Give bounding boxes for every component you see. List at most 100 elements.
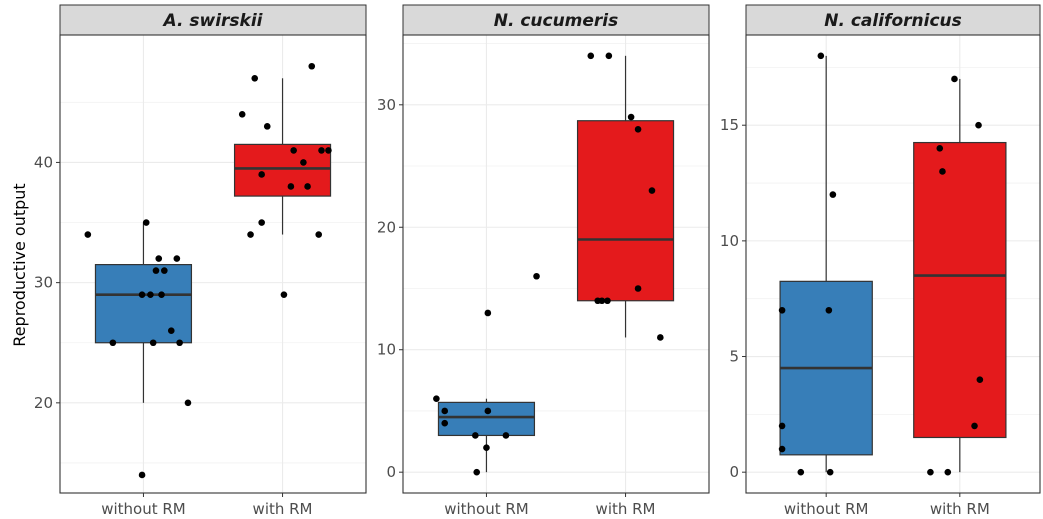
data-point — [605, 52, 613, 60]
y-tick-label: 10 — [377, 341, 396, 359]
data-point — [944, 468, 952, 476]
data-point — [634, 125, 642, 133]
data-point — [473, 468, 481, 476]
data-point — [258, 171, 265, 178]
panel-border — [402, 34, 710, 494]
box-body — [576, 120, 675, 302]
data-point — [149, 339, 157, 347]
data-point — [604, 297, 611, 305]
data-point — [533, 272, 540, 280]
x-tick-label: without RM — [101, 500, 186, 518]
facet-strip-label: N. californicus — [824, 11, 962, 31]
data-point — [138, 291, 146, 298]
data-point — [648, 187, 656, 194]
data-point — [975, 121, 982, 129]
data-point — [502, 432, 510, 439]
data-point — [315, 231, 323, 238]
data-point — [161, 267, 168, 274]
box-with-rm — [233, 78, 332, 235]
y-tick-label: 30 — [34, 274, 53, 292]
box-with-rm — [576, 55, 675, 338]
facet-strip-label: A. swirskii — [162, 11, 264, 31]
panel-border — [59, 34, 367, 494]
data-point — [173, 255, 181, 262]
box-without-rm — [437, 398, 536, 473]
facet-strip — [745, 4, 1041, 36]
data-point — [84, 231, 92, 238]
data-point — [971, 422, 978, 430]
data-point — [147, 291, 154, 298]
box-body — [233, 143, 332, 197]
box-body — [94, 264, 193, 344]
data-point — [318, 147, 325, 154]
data-point — [433, 395, 440, 403]
data-point — [829, 191, 837, 198]
data-point — [441, 419, 449, 427]
data-point — [142, 219, 150, 226]
data-point — [657, 334, 664, 341]
data-point — [155, 255, 163, 262]
data-point — [483, 444, 490, 451]
data-point — [251, 74, 259, 82]
data-point — [300, 159, 307, 166]
y-tick-label: 20 — [34, 394, 53, 412]
data-point — [825, 306, 833, 314]
data-point — [290, 147, 297, 154]
y-tick-label: 30 — [377, 96, 396, 114]
data-point — [598, 297, 606, 305]
box-body — [437, 401, 536, 437]
x-tick-label: with RM — [930, 500, 990, 518]
y-tick-label: 0 — [386, 463, 396, 481]
panel-border — [745, 34, 1041, 494]
data-point — [634, 285, 642, 292]
x-tick-label: without RM — [784, 500, 869, 518]
data-point — [304, 183, 311, 190]
data-point — [826, 468, 834, 476]
facet-strip — [59, 4, 367, 36]
box-with-rm — [913, 78, 1007, 473]
panel-background — [60, 35, 366, 493]
data-point — [627, 113, 635, 121]
data-point — [158, 291, 165, 298]
x-tick-label: without RM — [444, 500, 529, 518]
data-point — [484, 309, 492, 317]
data-point — [167, 327, 175, 335]
y-tick-label: 15 — [720, 116, 739, 134]
data-point — [951, 75, 958, 83]
data-point — [778, 422, 786, 430]
data-point — [472, 432, 479, 439]
box-without-rm — [94, 222, 193, 403]
facet-strip-label: N. cucumeris — [494, 11, 619, 31]
y-tick-label: 10 — [720, 232, 739, 250]
y-tick-label: 0 — [729, 463, 739, 481]
data-point — [138, 471, 146, 479]
y-tick-label: 20 — [377, 218, 396, 236]
data-point — [441, 407, 449, 415]
data-point — [976, 376, 984, 383]
data-point — [778, 306, 786, 314]
data-point — [109, 339, 117, 347]
data-point — [247, 231, 254, 238]
data-point — [287, 183, 295, 190]
data-point — [308, 62, 316, 70]
data-point — [484, 407, 492, 415]
data-point — [176, 339, 183, 347]
box-body — [913, 141, 1007, 439]
data-point — [325, 147, 332, 154]
data-point — [152, 267, 160, 274]
y-tick-label: 40 — [34, 153, 53, 171]
data-point — [778, 445, 786, 453]
data-point — [587, 52, 595, 60]
data-point — [936, 145, 944, 152]
panel-a-swirskii: A. swirskii 20 30 40 without RM with RM — [34, 4, 367, 518]
data-point — [263, 123, 271, 130]
panel-n-cucumeris: N. cucumeris 0 10 20 30 without RM with RM — [377, 4, 710, 518]
y-tick-label: 5 — [729, 348, 739, 366]
data-point — [184, 399, 192, 407]
panel-n-californicus: N. californicus 0 5 10 15 without RM with RM — [720, 4, 1041, 518]
x-tick-label: with RM — [596, 500, 656, 518]
data-point — [280, 291, 288, 298]
data-point — [817, 52, 825, 60]
